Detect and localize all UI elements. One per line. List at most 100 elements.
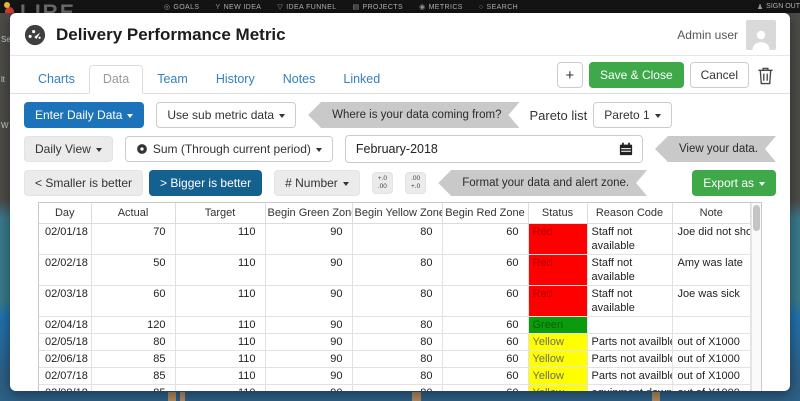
cell-begin-red[interactable]: 60 xyxy=(442,351,528,368)
cell-day[interactable]: 02/08/18 xyxy=(39,385,91,392)
cell-begin-green[interactable]: 90 xyxy=(265,368,352,385)
cell-day[interactable]: 02/02/18 xyxy=(39,255,91,286)
cell-target[interactable]: 110 xyxy=(175,368,265,385)
cell-note[interactable]: out of X1000 xyxy=(672,334,751,351)
cell-day[interactable]: 02/06/18 xyxy=(39,351,91,368)
cell-begin-yellow[interactable]: 80 xyxy=(352,334,442,351)
cell-day[interactable]: 02/01/18 xyxy=(39,224,91,255)
cell-note[interactable]: out of X1000 xyxy=(672,385,751,392)
cell-status[interactable]: Yellow xyxy=(528,351,587,368)
cell-begin-green[interactable]: 90 xyxy=(265,351,352,368)
cell-reason[interactable]: equipment down xyxy=(587,385,672,392)
cell-begin-red[interactable]: 60 xyxy=(442,255,528,286)
cell-begin-red[interactable]: 60 xyxy=(442,317,528,334)
cell-begin-yellow[interactable]: 80 xyxy=(352,286,442,317)
tab-linked[interactable]: Linked xyxy=(329,65,394,94)
nav-item-goals[interactable]: ◎GOALS xyxy=(164,3,200,11)
cell-status[interactable]: Yellow xyxy=(528,368,587,385)
cell-begin-green[interactable]: 90 xyxy=(265,286,352,317)
nav-item-search[interactable]: ○SEARCH xyxy=(479,3,518,11)
cell-status[interactable]: Red xyxy=(528,224,587,255)
cell-begin-green[interactable]: 90 xyxy=(265,334,352,351)
cell-target[interactable]: 110 xyxy=(175,385,265,392)
cell-target[interactable]: 110 xyxy=(175,317,265,334)
cell-target[interactable]: 110 xyxy=(175,286,265,317)
cell-begin-green[interactable]: 90 xyxy=(265,255,352,286)
cell-actual[interactable]: 70 xyxy=(91,224,175,255)
app-logo[interactable]: LIRE xyxy=(4,0,76,13)
nav-item-idea-funnel[interactable]: ▽IDEA FUNNEL xyxy=(277,3,336,11)
cell-status[interactable]: Yellow xyxy=(528,334,587,351)
cell-begin-red[interactable]: 60 xyxy=(442,385,528,392)
cell-day[interactable]: 02/03/18 xyxy=(39,286,91,317)
nav-item-projects[interactable]: ▤PROJECTS xyxy=(353,3,404,11)
cell-status[interactable]: Red xyxy=(528,286,587,317)
cell-target[interactable]: 110 xyxy=(175,351,265,368)
cell-reason[interactable] xyxy=(587,317,672,334)
cell-target[interactable]: 110 xyxy=(175,255,265,286)
add-button[interactable]: + xyxy=(557,62,583,88)
table-scrollbar[interactable] xyxy=(751,203,761,391)
cell-reason[interactable]: Staff notavailable xyxy=(587,255,672,286)
cell-begin-yellow[interactable]: 80 xyxy=(352,224,442,255)
nav-signout[interactable]: ♟ SIGN OUT xyxy=(757,3,800,11)
cell-reason[interactable]: Parts not availble xyxy=(587,334,672,351)
cell-actual[interactable]: 85 xyxy=(91,351,175,368)
date-input[interactable] xyxy=(346,142,610,156)
cell-begin-red[interactable]: 60 xyxy=(442,224,528,255)
cell-reason[interactable]: Parts not availble xyxy=(587,351,672,368)
cell-status[interactable]: Green xyxy=(528,317,587,334)
cell-begin-green[interactable]: 90 xyxy=(265,224,352,255)
cell-status[interactable]: Yellow xyxy=(528,385,587,392)
tab-history[interactable]: History xyxy=(202,65,269,94)
cell-begin-yellow[interactable]: 80 xyxy=(352,385,442,392)
decrease-decimal-button[interactable]: .00+.0 xyxy=(405,172,426,194)
cell-begin-red[interactable]: 60 xyxy=(442,286,528,317)
export-as-button[interactable]: Export as xyxy=(692,170,776,196)
tab-notes[interactable]: Notes xyxy=(269,65,330,94)
avatar[interactable] xyxy=(746,20,776,50)
smaller-is-better-button[interactable]: < Smaller is better xyxy=(24,170,143,196)
cell-begin-yellow[interactable]: 80 xyxy=(352,368,442,385)
calendar-icon[interactable] xyxy=(610,136,642,162)
save-close-button[interactable]: Save & Close xyxy=(589,62,684,88)
scrollbar-thumb[interactable] xyxy=(753,205,760,231)
cell-actual[interactable]: 60 xyxy=(91,286,175,317)
increase-decimal-button[interactable]: +.0.00 xyxy=(372,172,393,194)
cell-begin-yellow[interactable]: 80 xyxy=(352,255,442,286)
nav-item-new-idea[interactable]: YNEW IDEA xyxy=(215,3,261,11)
pareto-select[interactable]: Pareto 1 xyxy=(593,102,671,128)
cell-begin-yellow[interactable]: 80 xyxy=(352,317,442,334)
cell-note[interactable]: Joe did not show up xyxy=(672,224,751,255)
enter-daily-data-button[interactable]: Enter Daily Data xyxy=(24,102,144,128)
cell-begin-green[interactable]: 90 xyxy=(265,385,352,392)
nav-item-metrics[interactable]: ◉METRICS xyxy=(419,3,463,11)
tab-charts[interactable]: Charts xyxy=(24,65,89,94)
cell-note[interactable]: Joe was sick xyxy=(672,286,751,317)
cell-day[interactable]: 02/07/18 xyxy=(39,368,91,385)
cell-actual[interactable]: 80 xyxy=(91,334,175,351)
cell-reason[interactable]: Staff notavailable xyxy=(587,286,672,317)
tab-data[interactable]: Data xyxy=(89,65,143,94)
use-sub-metric-button[interactable]: Use sub metric data xyxy=(156,102,296,128)
cell-note[interactable]: out of X1000 xyxy=(672,368,751,385)
daily-view-button[interactable]: Daily View xyxy=(24,136,113,162)
cell-note[interactable]: Amy was late xyxy=(672,255,751,286)
cell-actual[interactable]: 85 xyxy=(91,368,175,385)
cell-note[interactable] xyxy=(672,317,751,334)
cancel-button[interactable]: Cancel xyxy=(690,62,749,88)
cell-note[interactable]: out of X1000 xyxy=(672,351,751,368)
cell-day[interactable]: 02/05/18 xyxy=(39,334,91,351)
cell-target[interactable]: 110 xyxy=(175,224,265,255)
cell-actual[interactable]: 50 xyxy=(91,255,175,286)
cell-begin-yellow[interactable]: 80 xyxy=(352,351,442,368)
cell-status[interactable]: Red xyxy=(528,255,587,286)
tab-team[interactable]: Team xyxy=(143,65,202,94)
number-format-button[interactable]: # Number xyxy=(274,170,360,196)
cell-target[interactable]: 110 xyxy=(175,334,265,351)
cell-reason[interactable]: Parts not availble xyxy=(587,368,672,385)
bigger-is-better-button[interactable]: > Bigger is better xyxy=(149,170,262,196)
delete-button[interactable] xyxy=(755,66,776,85)
cell-reason[interactable]: Staff notavailable xyxy=(587,224,672,255)
cell-begin-red[interactable]: 60 xyxy=(442,368,528,385)
